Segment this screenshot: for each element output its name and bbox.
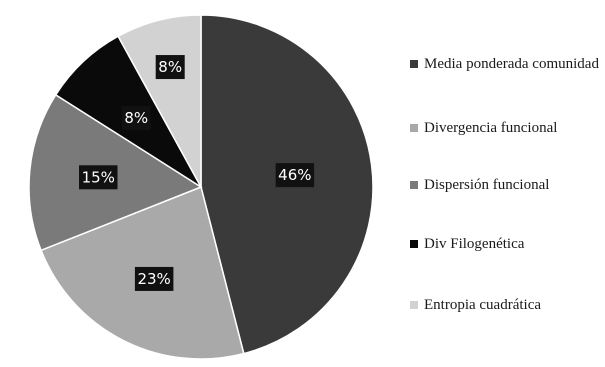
legend-item-4: Entropia cuadrática bbox=[410, 296, 605, 314]
slice-label-bg-2 bbox=[79, 165, 118, 190]
slice-label-bg-1 bbox=[134, 266, 174, 291]
legend-swatch-0 bbox=[410, 60, 418, 68]
legend-swatch-3 bbox=[410, 240, 418, 248]
legend-item-1: Divergencia funcional bbox=[410, 119, 605, 137]
slice-label-text-2: 15% bbox=[82, 168, 115, 186]
legend-swatch-1 bbox=[410, 124, 418, 132]
legend-swatch-2 bbox=[410, 181, 418, 189]
legend-item-2: Dispersión funcional bbox=[410, 176, 605, 194]
legend-label-2: Dispersión funcional bbox=[424, 177, 550, 193]
legend-label-0: Media ponderada comunidad bbox=[424, 56, 599, 72]
slice-label-0: 46% bbox=[275, 163, 315, 188]
slice-label-4: 8% bbox=[155, 55, 185, 80]
legend-label-4: Entropia cuadrática bbox=[424, 297, 542, 313]
slice-label-1: 23% bbox=[134, 266, 174, 291]
slice-label-text-3: 8% bbox=[124, 109, 148, 127]
legend-item-0: Media ponderada comunidad bbox=[410, 55, 605, 73]
slice-label-bg-0 bbox=[275, 163, 315, 188]
slice-label-text-1: 23% bbox=[137, 270, 170, 288]
legend-label-1: Divergencia funcional bbox=[424, 120, 558, 136]
slice-label-text-4: 8% bbox=[158, 58, 182, 76]
legend-label-3: Div Filogenética bbox=[424, 236, 525, 252]
slice-label-bg-4 bbox=[155, 55, 185, 80]
legend-item-3: Div Filogenética bbox=[410, 235, 605, 253]
slice-label-2: 15% bbox=[79, 165, 118, 190]
legend-swatch-4 bbox=[410, 301, 418, 309]
slice-label-bg-3 bbox=[121, 106, 151, 131]
slice-label-3: 8% bbox=[121, 106, 151, 131]
slice-label-text-0: 46% bbox=[278, 166, 311, 184]
